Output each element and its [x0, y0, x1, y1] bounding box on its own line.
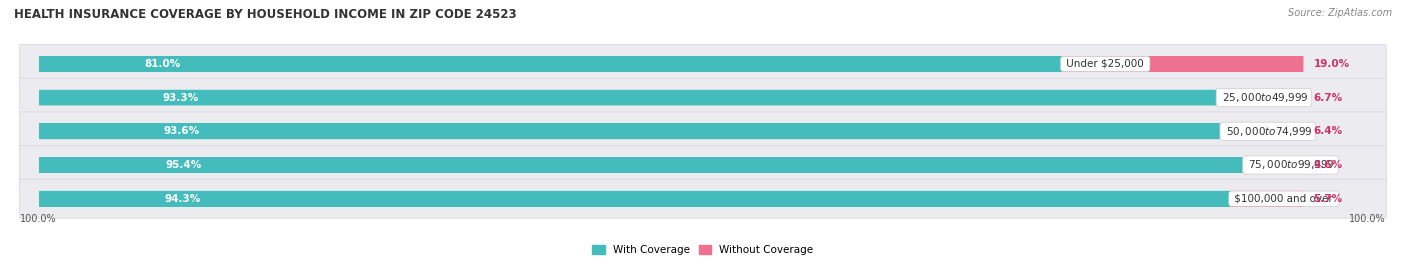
- Text: 93.3%: 93.3%: [163, 93, 198, 102]
- Bar: [1219, 90, 1303, 105]
- Text: 6.4%: 6.4%: [1313, 126, 1343, 136]
- FancyBboxPatch shape: [20, 78, 1386, 117]
- Text: 100.0%: 100.0%: [20, 214, 58, 224]
- FancyBboxPatch shape: [39, 90, 1219, 105]
- Bar: [1063, 56, 1303, 72]
- Bar: [1223, 123, 1303, 139]
- Text: HEALTH INSURANCE COVERAGE BY HOUSEHOLD INCOME IN ZIP CODE 24523: HEALTH INSURANCE COVERAGE BY HOUSEHOLD I…: [14, 8, 516, 21]
- FancyBboxPatch shape: [39, 157, 1246, 173]
- Text: Source: ZipAtlas.com: Source: ZipAtlas.com: [1288, 8, 1392, 18]
- Text: 4.6%: 4.6%: [1313, 160, 1343, 170]
- Text: 95.4%: 95.4%: [166, 160, 202, 170]
- Bar: [1246, 157, 1303, 173]
- FancyBboxPatch shape: [39, 56, 1063, 72]
- Bar: [39, 157, 1246, 173]
- Legend: With Coverage, Without Coverage: With Coverage, Without Coverage: [592, 245, 814, 255]
- Text: $25,000 to $49,999: $25,000 to $49,999: [1219, 91, 1309, 104]
- Text: 93.6%: 93.6%: [163, 126, 200, 136]
- Text: 94.3%: 94.3%: [165, 194, 201, 204]
- FancyBboxPatch shape: [1219, 90, 1303, 105]
- FancyBboxPatch shape: [39, 123, 1223, 139]
- Text: Under $25,000: Under $25,000: [1063, 59, 1147, 69]
- Bar: [1232, 191, 1303, 207]
- Text: 100.0%: 100.0%: [1348, 214, 1386, 224]
- FancyBboxPatch shape: [20, 146, 1386, 185]
- Bar: [39, 90, 1219, 105]
- Text: 81.0%: 81.0%: [143, 59, 180, 69]
- FancyBboxPatch shape: [20, 179, 1386, 218]
- FancyBboxPatch shape: [1232, 191, 1303, 207]
- Text: 6.7%: 6.7%: [1313, 93, 1343, 102]
- Text: $50,000 to $74,999: $50,000 to $74,999: [1223, 125, 1313, 138]
- Bar: [39, 56, 1063, 72]
- Bar: [39, 123, 1223, 139]
- FancyBboxPatch shape: [39, 191, 1232, 207]
- Text: $100,000 and over: $100,000 and over: [1232, 194, 1336, 204]
- FancyBboxPatch shape: [1223, 123, 1303, 139]
- FancyBboxPatch shape: [20, 112, 1386, 151]
- FancyBboxPatch shape: [1246, 157, 1303, 173]
- Text: $75,000 to $99,999: $75,000 to $99,999: [1246, 158, 1336, 172]
- Bar: [39, 191, 1232, 207]
- Text: 19.0%: 19.0%: [1313, 59, 1350, 69]
- Text: 5.7%: 5.7%: [1313, 194, 1343, 204]
- FancyBboxPatch shape: [20, 44, 1386, 83]
- FancyBboxPatch shape: [1063, 56, 1303, 72]
